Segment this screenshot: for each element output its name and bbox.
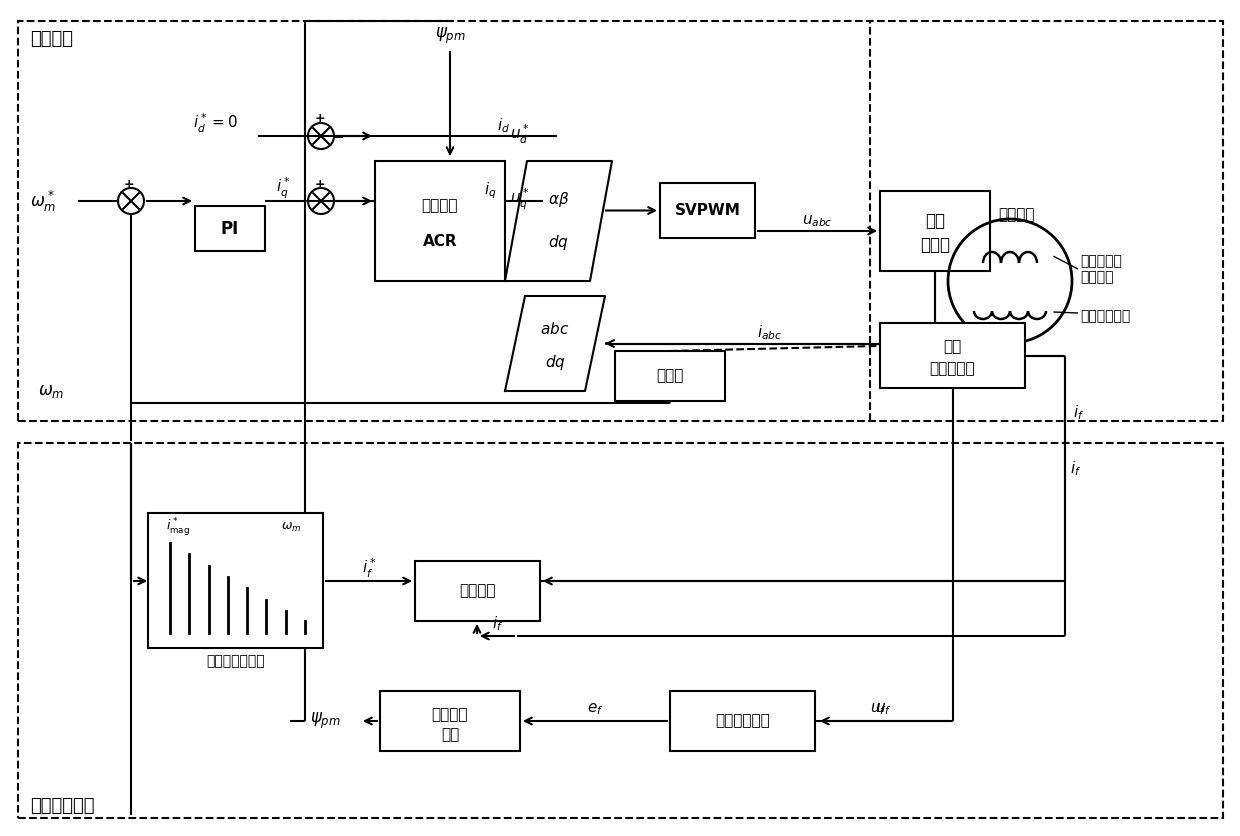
- Text: 功率变换器: 功率变换器: [930, 361, 976, 376]
- Bar: [880, 191, 990, 271]
- Bar: [19, 443, 1223, 818]
- Text: SVPWM: SVPWM: [675, 203, 740, 218]
- Text: 三相: 三相: [925, 212, 945, 231]
- Text: $\omega_m$: $\omega_m$: [38, 382, 64, 400]
- Text: $u_d^*$: $u_d^*$: [510, 122, 529, 145]
- Text: $i^*_{\rm mag}$: $i^*_{\rm mag}$: [166, 516, 190, 538]
- Bar: [379, 691, 520, 751]
- Bar: [615, 351, 725, 401]
- Text: $\omega_m$: $\omega_m$: [280, 521, 301, 533]
- Text: −: −: [331, 195, 345, 210]
- Text: 感应电势提取: 感应电势提取: [715, 713, 770, 728]
- Text: $i_f^*$: $i_f^*$: [362, 557, 376, 579]
- Text: $\psi_{pm}$: $\psi_{pm}$: [310, 711, 341, 732]
- Text: PI: PI: [221, 220, 239, 237]
- Bar: [415, 561, 539, 621]
- Text: $abc$: $abc$: [541, 321, 569, 337]
- Text: $\psi_{pm}$: $\psi_{pm}$: [434, 26, 465, 46]
- Text: 记忆电机: 记忆电机: [1080, 270, 1114, 284]
- Bar: [660, 183, 755, 238]
- Text: $i_f$: $i_f$: [492, 614, 503, 634]
- Text: +: +: [124, 177, 134, 191]
- Bar: [148, 513, 322, 648]
- Text: 电流斩控: 电流斩控: [459, 584, 496, 599]
- Text: −: −: [108, 195, 120, 210]
- Text: $i_f$: $i_f$: [1073, 404, 1084, 422]
- Text: 矢量控制: 矢量控制: [30, 30, 73, 48]
- Text: 直流调磁绕组: 直流调磁绕组: [1080, 309, 1130, 323]
- Text: $i_q$: $i_q$: [484, 181, 496, 201]
- Bar: [374, 161, 505, 281]
- Text: 计算: 计算: [441, 726, 459, 742]
- Text: $e_f$: $e_f$: [587, 701, 603, 716]
- Text: 调磁电流查询表: 调磁电流查询表: [206, 654, 265, 668]
- Bar: [19, 21, 1223, 421]
- Text: $\omega_m^*$: $\omega_m^*$: [30, 188, 57, 213]
- Text: $i_{abc}$: $i_{abc}$: [758, 324, 782, 342]
- Text: $u_f$: $u_f$: [870, 701, 887, 716]
- Text: 编码器: 编码器: [656, 369, 683, 384]
- Text: $dq$: $dq$: [548, 233, 569, 252]
- Text: $u_f$: $u_f$: [875, 701, 892, 716]
- Text: $\alpha\beta$: $\alpha\beta$: [548, 190, 569, 209]
- Text: 电枢绕组: 电枢绕组: [998, 207, 1034, 222]
- Text: 逆变器: 逆变器: [920, 237, 950, 254]
- Text: $dq$: $dq$: [544, 353, 565, 372]
- Text: +: +: [315, 113, 325, 125]
- Text: 调磁: 调磁: [944, 339, 962, 354]
- Text: $u_{abc}$: $u_{abc}$: [802, 213, 833, 229]
- Text: +: +: [315, 177, 325, 191]
- Text: $i_d^* = 0$: $i_d^* = 0$: [192, 111, 237, 135]
- Text: 前馈解耦: 前馈解耦: [422, 198, 459, 213]
- Text: −: −: [331, 130, 345, 145]
- Text: $i_q^*$: $i_q^*$: [275, 176, 290, 201]
- Text: $i_f$: $i_f$: [1070, 459, 1081, 477]
- Text: 绕组复用控制: 绕组复用控制: [30, 797, 94, 815]
- Bar: [670, 691, 815, 751]
- Bar: [195, 206, 265, 251]
- Text: $u_q^*$: $u_q^*$: [510, 186, 529, 212]
- Text: ACR: ACR: [423, 234, 458, 249]
- Bar: [880, 323, 1025, 388]
- Text: $i_d$: $i_d$: [497, 117, 510, 135]
- Text: 直流调磁型: 直流调磁型: [1080, 254, 1122, 268]
- Text: 永磁磁链: 永磁磁链: [432, 707, 469, 722]
